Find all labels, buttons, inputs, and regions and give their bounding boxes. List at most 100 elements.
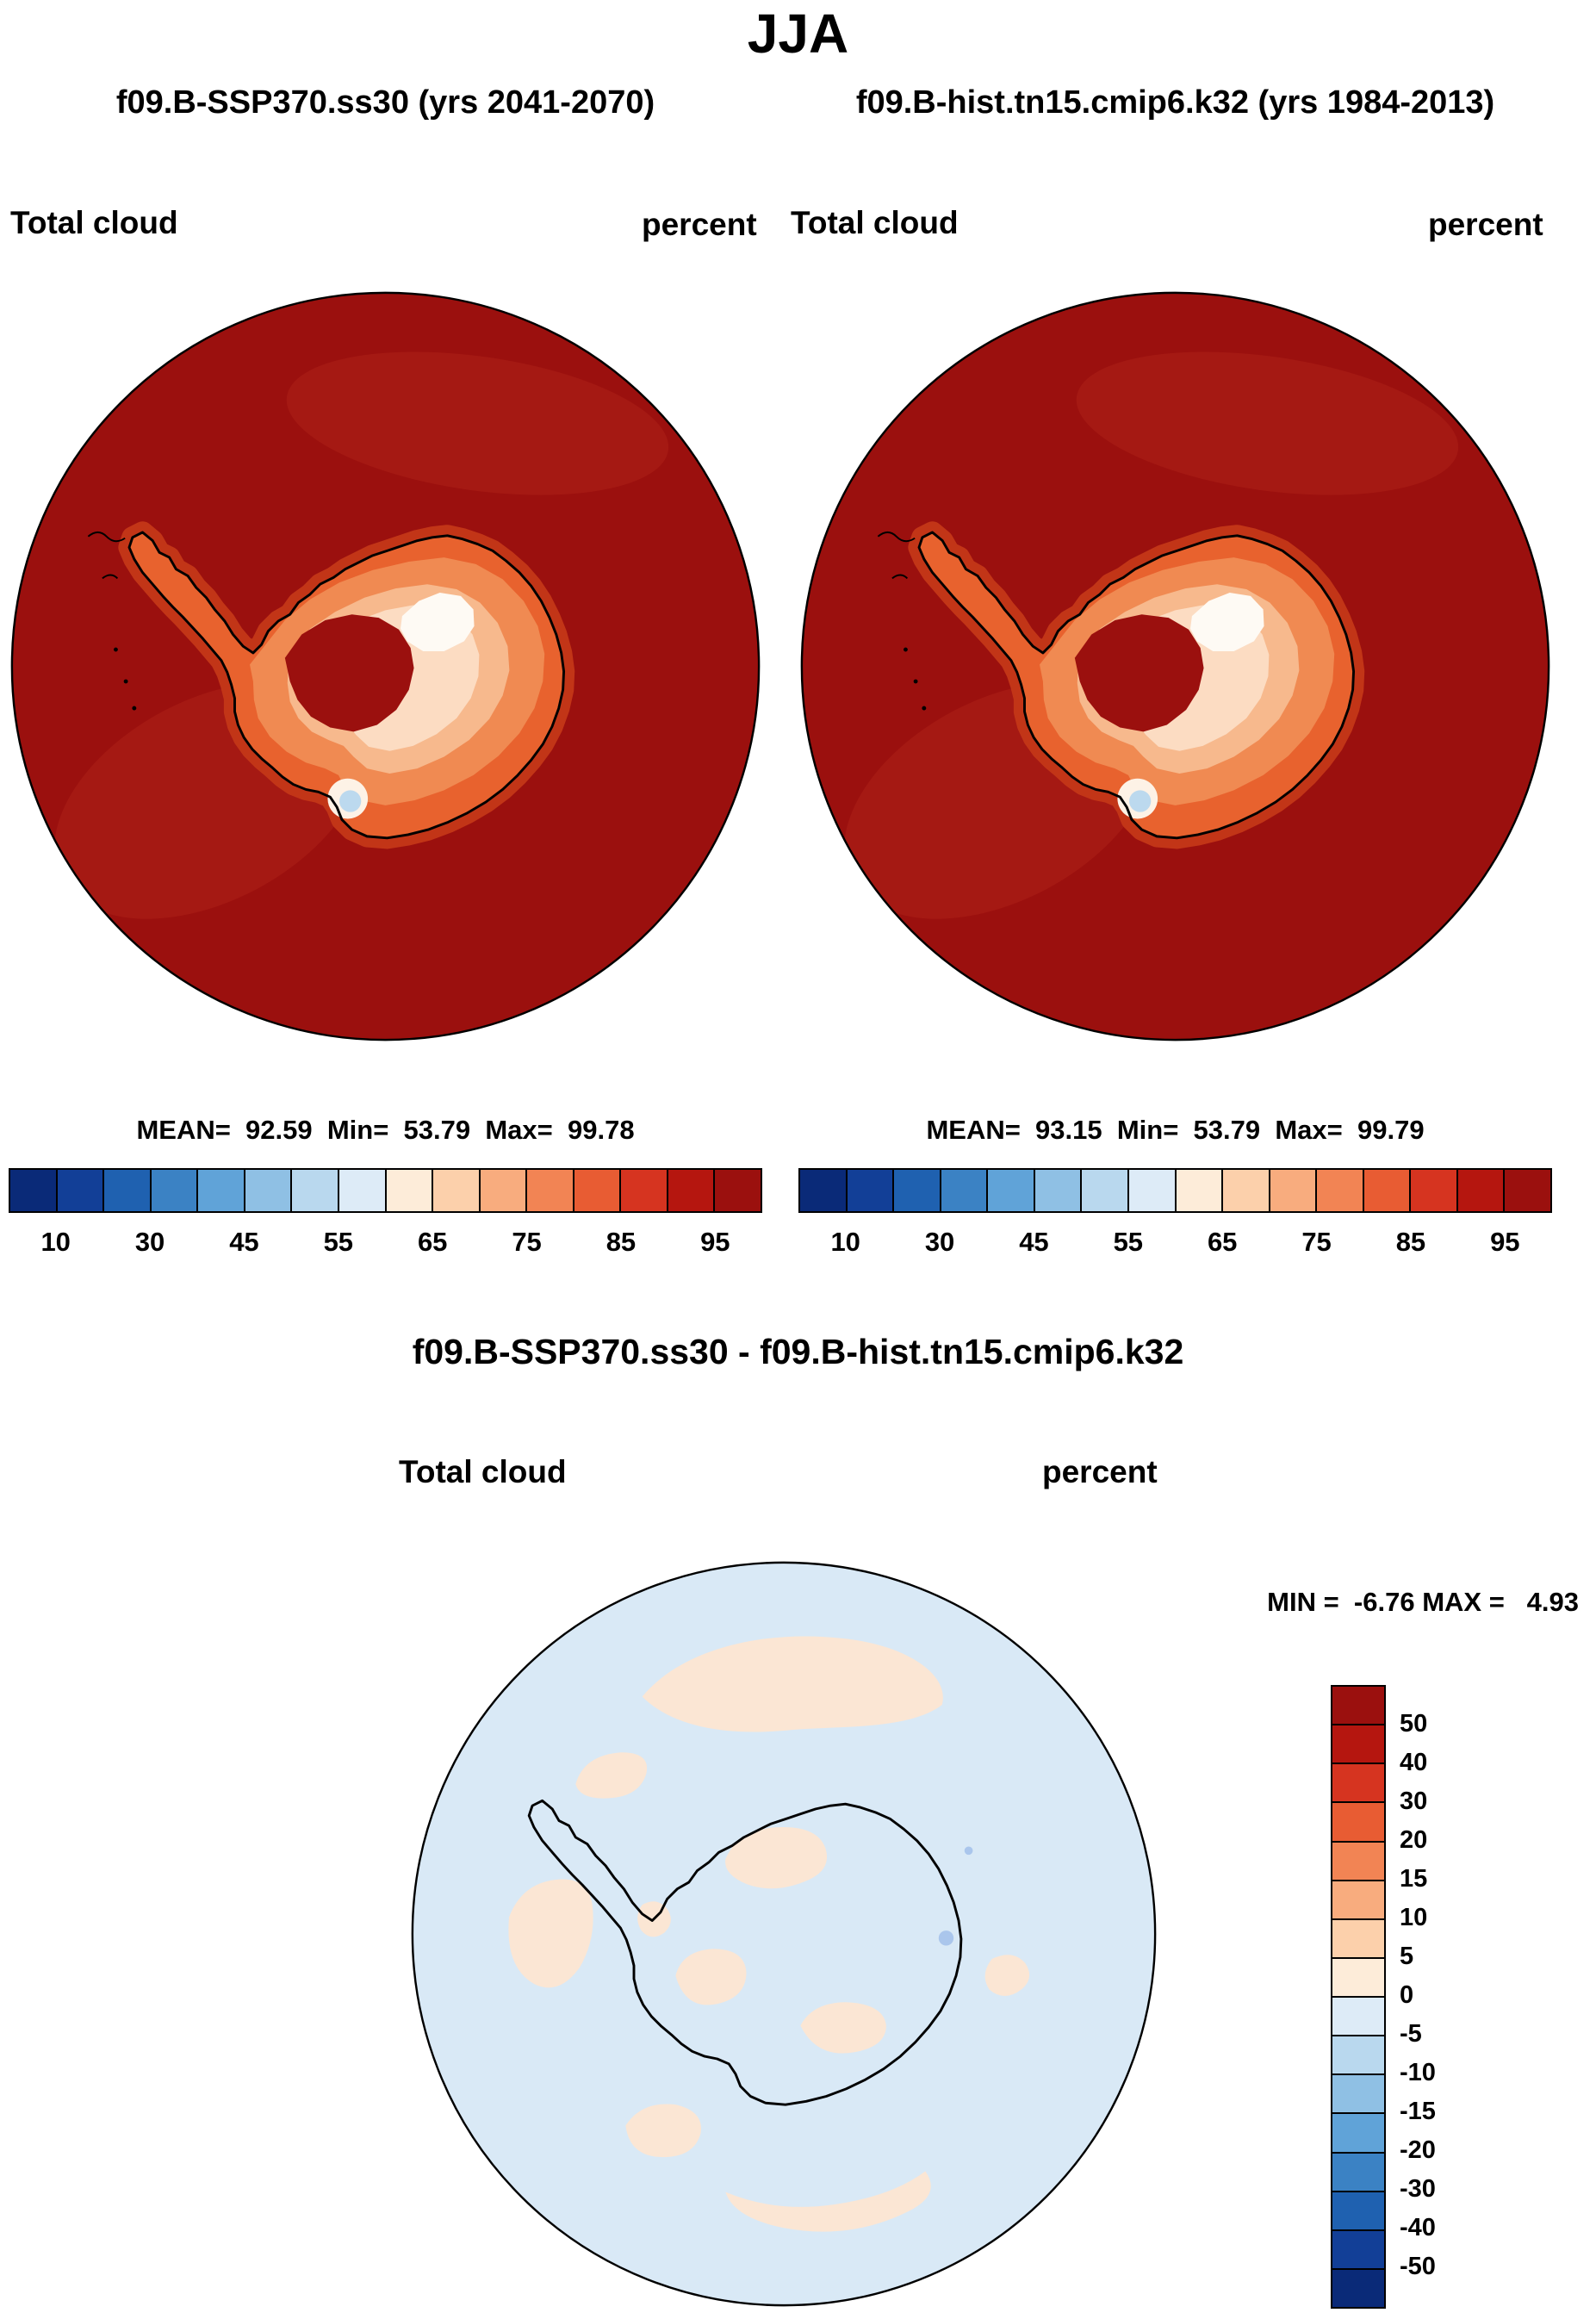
colorbar-segment <box>1174 1170 1222 1211</box>
colorbar-segment <box>1332 1724 1384 1763</box>
colorbar-segment <box>1332 2229 1384 2268</box>
colorbar-tick-label: 40 <box>1400 1749 1428 1776</box>
colorbar-segment <box>1080 1170 1127 1211</box>
colorbar-ticks-right: 10 30 45 55 65 75 85 95 <box>798 1227 1552 1263</box>
colorbar-segment <box>1332 1801 1384 1841</box>
colorbar-tick-label: 20 <box>1400 1826 1428 1854</box>
colorbar-segment <box>939 1170 987 1211</box>
colorbar-segment <box>986 1170 1034 1211</box>
colorbar-segment <box>1332 2073 1384 2113</box>
page-title: JJA <box>747 3 849 65</box>
colorbar-segment <box>1332 1996 1384 2036</box>
colorbar-right <box>798 1168 1552 1213</box>
colorbar-segment <box>1332 2151 1384 2191</box>
colorbar-segment <box>1332 2112 1384 2152</box>
field-label-diff: Total cloud <box>399 1454 567 1489</box>
colorbar-segment <box>1332 1687 1384 1725</box>
colorbar-segment <box>1127 1170 1175 1211</box>
colorbar-segment <box>1332 1840 1384 1880</box>
colorbar-tick-label: -30 <box>1400 2175 1436 2203</box>
colorbar-segment <box>1221 1170 1269 1211</box>
colorbar-segment <box>525 1170 573 1211</box>
colorbar-segment <box>1332 2267 1384 2307</box>
colorbar-segment <box>149 1170 197 1211</box>
colorbar-tick-label: -50 <box>1400 2253 1436 2280</box>
colorbar-segment <box>1409 1170 1456 1211</box>
colorbar-segment <box>1362 1170 1410 1211</box>
field-label-left: Total cloud <box>10 205 178 240</box>
colorbar-ticks-left: 10 30 45 55 65 75 85 95 <box>9 1227 762 1263</box>
colorbar-tick-label: 45 <box>1019 1227 1049 1257</box>
colorbar-left <box>9 1168 762 1213</box>
colorbar-segment <box>892 1170 940 1211</box>
colorbar-tick-label: 85 <box>1395 1227 1426 1257</box>
colorbar-segment <box>102 1170 150 1211</box>
colorbar-tick-label: 45 <box>229 1227 259 1257</box>
colorbar-tick-label: 55 <box>323 1227 354 1257</box>
diff-colorbar <box>1331 1685 1386 2309</box>
colorbar-tick-label: -5 <box>1400 2020 1422 2048</box>
colorbar-tick-label: 95 <box>700 1227 730 1257</box>
colorbar-tick-label: 10 <box>1400 1904 1428 1931</box>
colorbar-tick-label: 30 <box>134 1227 165 1257</box>
colorbar-tick-label: 65 <box>1207 1227 1238 1257</box>
units-label-left: percent <box>642 207 757 242</box>
colorbar-tick-label: 75 <box>512 1227 542 1257</box>
colorbar-segment <box>1456 1170 1504 1211</box>
diff-minmax-line: MIN = -6.76 MAX = 4.93 <box>1267 1587 1579 1617</box>
colorbar-segment <box>1033 1170 1081 1211</box>
units-label-right: percent <box>1428 207 1543 242</box>
units-label-diff: percent <box>1042 1454 1158 1489</box>
diff-colorbar-ticks: 50 40 30 20 15 10 5 0 -5 -10 -15 -20 -30 -40 -50 <box>1400 1685 1520 2309</box>
colorbar-tick-label: -20 <box>1400 2136 1436 2164</box>
polar-map-case-left <box>9 289 762 1043</box>
colorbar-segment <box>196 1170 244 1211</box>
colorbar-tick-label: 65 <box>417 1227 448 1257</box>
colorbar-segment <box>290 1170 338 1211</box>
colorbar-tick-label: 55 <box>1113 1227 1144 1257</box>
colorbar-segment <box>243 1170 291 1211</box>
colorbar-segment <box>55 1170 103 1211</box>
colorbar-tick-label: -10 <box>1400 2059 1436 2086</box>
colorbar-tick-label: 15 <box>1400 1865 1428 1893</box>
colorbar-segment <box>572 1170 620 1211</box>
colorbar-segment <box>1332 1956 1384 1996</box>
colorbar-segment <box>619 1170 667 1211</box>
colorbar-tick-label: -40 <box>1400 2214 1436 2241</box>
colorbar-tick-label: 10 <box>40 1227 71 1257</box>
colorbar-segment <box>1315 1170 1363 1211</box>
colorbar-tick-label: 30 <box>924 1227 955 1257</box>
colorbar-segment <box>337 1170 385 1211</box>
colorbar-tick-label: 30 <box>1400 1787 1428 1815</box>
colorbar-segment <box>1332 2190 1384 2229</box>
case-left-title: f09.B-SSP370.ss30 (yrs 2041-2070) <box>115 84 655 121</box>
colorbar-segment <box>432 1170 479 1211</box>
colorbar-tick-label: 50 <box>1400 1710 1428 1738</box>
diff-title: f09.B-SSP370.ss30 - f09.B-hist.tn15.cmip… <box>412 1332 1184 1371</box>
colorbar-segment <box>713 1170 761 1211</box>
colorbar-segment <box>666 1170 714 1211</box>
case-right-title: f09.B-hist.tn15.cmip6.k32 (yrs 1984-2013… <box>855 84 1495 121</box>
colorbar-tick-label: 0 <box>1400 1981 1414 2009</box>
colorbar-segment <box>1503 1170 1550 1211</box>
colorbar-tick-label: -15 <box>1400 2098 1436 2125</box>
colorbar-segment <box>1332 2035 1384 2074</box>
colorbar-tick-label: 95 <box>1490 1227 1520 1257</box>
colorbar-segment <box>845 1170 893 1211</box>
colorbar-segment <box>1332 1879 1384 1918</box>
colorbar-segment <box>478 1170 526 1211</box>
colorbar-tick-label: 75 <box>1301 1227 1332 1257</box>
colorbar-segment <box>1332 1763 1384 1802</box>
colorbar-segment <box>10 1170 56 1211</box>
colorbar-segment <box>384 1170 432 1211</box>
colorbar-tick-label: 85 <box>605 1227 637 1257</box>
stats-line-right: MEAN= 93.15 Min= 53.79 Max= 99.79 <box>926 1115 1425 1145</box>
field-label-right: Total cloud <box>791 205 959 240</box>
stats-line-left: MEAN= 92.59 Min= 53.79 Max= 99.78 <box>136 1115 635 1145</box>
colorbar-segment <box>800 1170 846 1211</box>
polar-map-case-right <box>798 289 1552 1043</box>
polar-map-difference <box>409 1559 1158 2309</box>
colorbar-tick-label: 10 <box>830 1227 860 1257</box>
colorbar-segment <box>1268 1170 1316 1211</box>
colorbar-tick-label: 5 <box>1400 1943 1414 1970</box>
